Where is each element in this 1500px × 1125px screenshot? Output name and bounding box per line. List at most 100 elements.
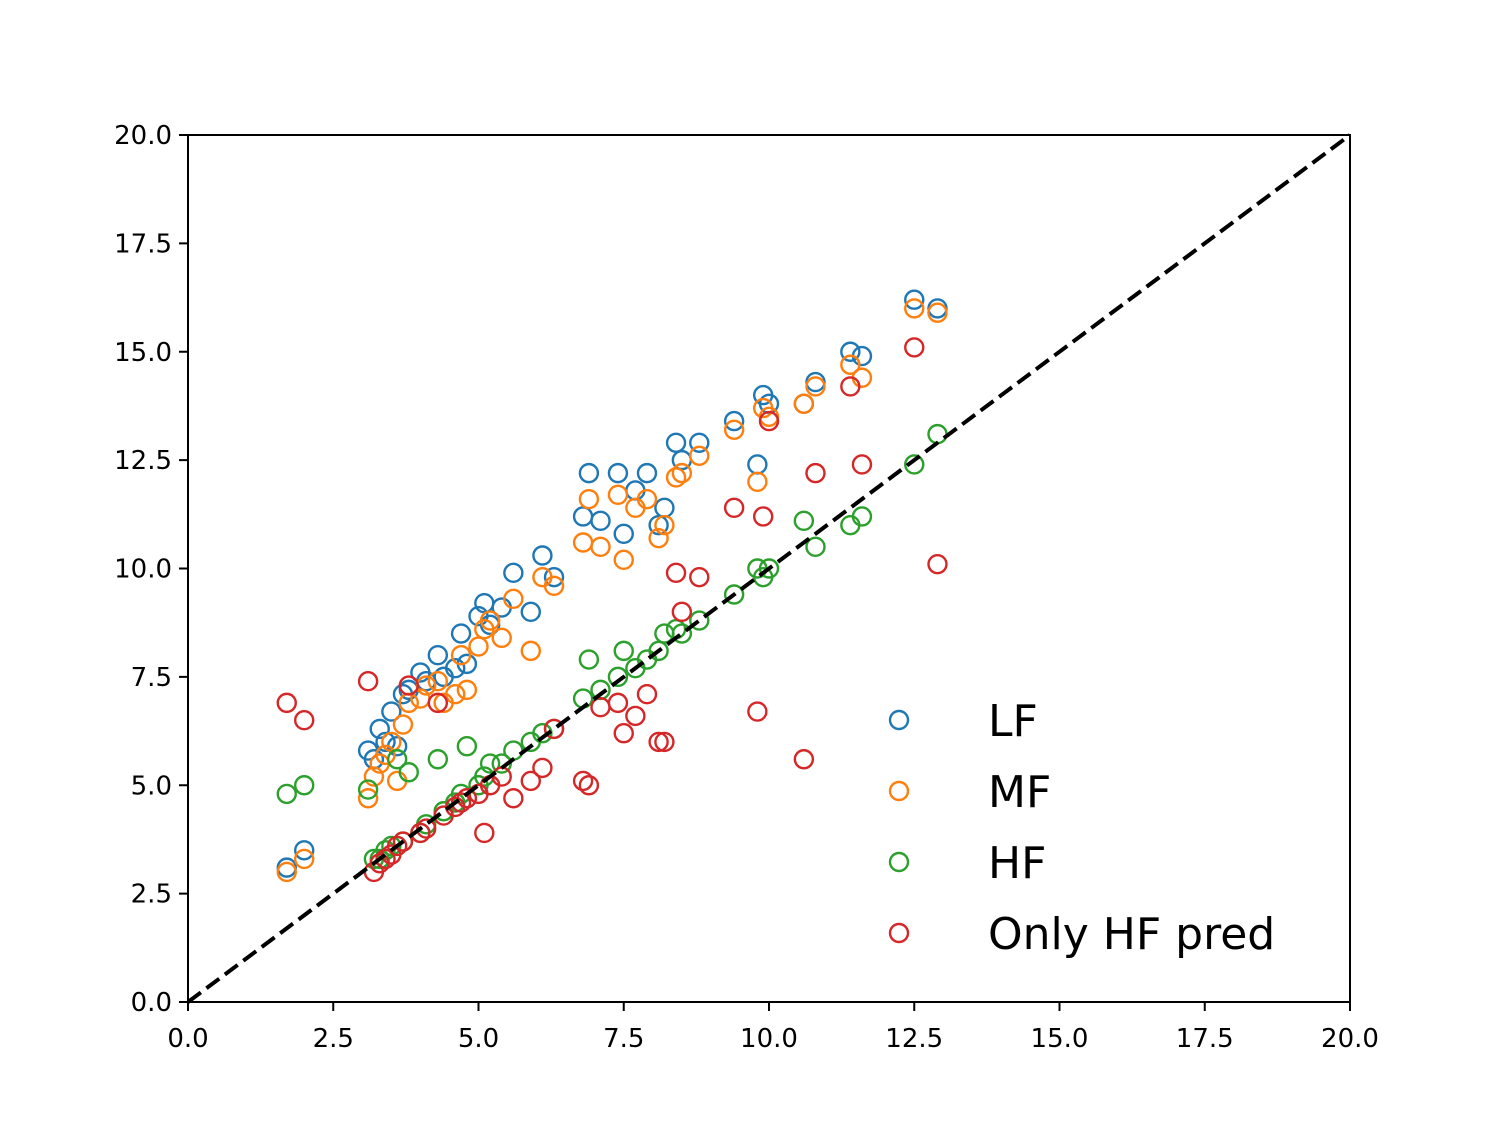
data-point xyxy=(805,462,826,484)
data-point xyxy=(520,601,541,623)
data-point xyxy=(392,714,414,735)
data-point xyxy=(456,679,478,701)
data-point xyxy=(590,510,611,532)
data-point xyxy=(456,736,478,757)
data-point xyxy=(607,666,629,688)
data-point xyxy=(793,749,815,770)
data-point xyxy=(532,757,553,779)
data-point xyxy=(665,562,687,584)
data-point xyxy=(386,749,408,770)
data-point xyxy=(613,523,634,545)
data-point xyxy=(648,527,669,549)
x-tick-label: 17.5 xyxy=(1176,1024,1234,1054)
data-point xyxy=(427,645,449,666)
data-point xyxy=(613,640,634,662)
data-point xyxy=(357,779,379,800)
data-point xyxy=(294,710,315,731)
data-point xyxy=(276,692,297,714)
data-point xyxy=(665,467,687,488)
data-point xyxy=(723,497,745,519)
data-point xyxy=(607,462,629,484)
data-point xyxy=(805,376,826,397)
data-point xyxy=(369,718,390,740)
data-point xyxy=(479,610,501,631)
data-point xyxy=(840,341,861,362)
data-point xyxy=(840,376,861,397)
data-point xyxy=(450,645,472,666)
data-point xyxy=(375,744,396,766)
data-point xyxy=(671,601,693,623)
y-tick-label: 10.0 xyxy=(114,555,172,585)
series-layer xyxy=(276,289,948,883)
data-point xyxy=(793,393,815,414)
x-tick-label: 2.5 xyxy=(313,1024,354,1054)
data-point xyxy=(491,627,512,649)
data-point xyxy=(543,566,565,588)
data-point xyxy=(427,671,449,692)
y-tick-label: 5.0 xyxy=(131,771,172,801)
x-tick-label: 15.0 xyxy=(1031,1024,1089,1054)
data-point xyxy=(590,536,611,558)
data-point xyxy=(503,562,524,584)
data-point xyxy=(503,588,524,610)
data-point xyxy=(398,675,419,696)
data-point xyxy=(758,410,780,432)
data-point xyxy=(840,354,861,375)
data-point xyxy=(904,454,925,475)
data-point xyxy=(723,410,745,432)
legend-marker xyxy=(888,780,910,802)
data-point xyxy=(276,861,297,883)
data-point xyxy=(520,640,541,662)
data-point xyxy=(445,684,466,705)
y-tick-label: 7.5 xyxy=(131,663,172,693)
x-tick-label: 20.0 xyxy=(1321,1024,1379,1054)
data-point xyxy=(689,445,710,466)
data-point xyxy=(578,649,600,670)
data-point xyxy=(294,848,315,870)
identity-reference-line xyxy=(186,133,1352,1004)
data-point xyxy=(427,749,449,770)
data-point xyxy=(607,484,629,506)
data-point xyxy=(375,731,396,753)
data-point xyxy=(294,775,315,796)
data-point xyxy=(613,723,634,744)
data-point xyxy=(381,701,402,722)
data-point xyxy=(648,731,669,753)
legend-label: MF xyxy=(988,767,1051,818)
axis-layer: 0.0 2.5 5.0 7.5 10.0 12.5 15.0 17.5 20.0 0.0 2.5 5.… xyxy=(114,121,1379,1054)
legend-marker xyxy=(888,851,910,873)
data-point xyxy=(723,584,745,605)
data-point xyxy=(851,454,873,475)
data-point xyxy=(427,692,449,714)
data-point xyxy=(671,623,693,644)
series-only-hf-pred xyxy=(276,337,948,883)
data-point xyxy=(904,337,925,358)
data-point xyxy=(851,506,873,527)
data-point xyxy=(636,462,658,484)
data-point xyxy=(479,753,501,774)
data-point xyxy=(904,289,925,310)
data-point xyxy=(445,658,466,679)
data-point xyxy=(392,831,414,852)
y-tick-label: 17.5 xyxy=(114,229,172,259)
data-point xyxy=(927,302,948,323)
data-point xyxy=(636,488,658,510)
data-point xyxy=(625,705,646,727)
y-tick-label: 12.5 xyxy=(114,446,172,476)
data-point xyxy=(532,545,553,566)
legend-label: HF xyxy=(988,838,1046,889)
x-tick-label: 0.0 xyxy=(167,1024,208,1054)
data-point xyxy=(747,471,768,492)
data-point xyxy=(572,770,594,792)
data-point xyxy=(450,623,472,644)
x-tick-label: 7.5 xyxy=(603,1024,644,1054)
data-point xyxy=(578,775,600,796)
data-point xyxy=(758,558,780,579)
data-point xyxy=(543,718,565,740)
y-tick-label: 0.0 xyxy=(131,988,172,1018)
data-point xyxy=(927,553,948,575)
data-point xyxy=(689,432,710,453)
data-point xyxy=(363,766,385,787)
data-point xyxy=(474,822,495,844)
